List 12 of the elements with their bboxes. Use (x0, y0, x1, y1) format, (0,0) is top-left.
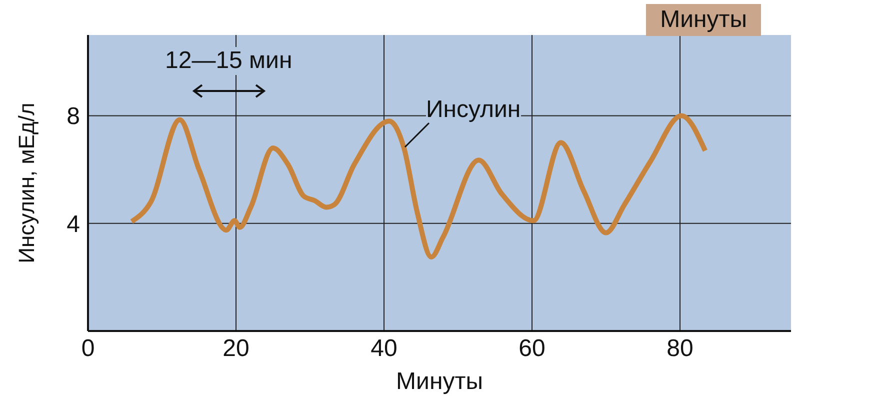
text: Минуты (646, 4, 761, 36)
series-label: Инсулин (426, 96, 521, 124)
x-tick-label: 80 (666, 335, 694, 362)
y-tick-label: 4 (66, 210, 80, 238)
x-tick-label: 0 (81, 335, 95, 362)
x-tick-label: 20 (222, 335, 250, 362)
x-axis-title: Минуты (396, 368, 483, 395)
annotation: 12—15 мин (162, 47, 296, 75)
y-axis-title: Инсулин, мЕд/л (14, 102, 39, 264)
y-tick-label: 8 (66, 103, 80, 130)
x-tick-label: 60 (518, 335, 546, 362)
x-tick-label: 40 (370, 335, 398, 362)
